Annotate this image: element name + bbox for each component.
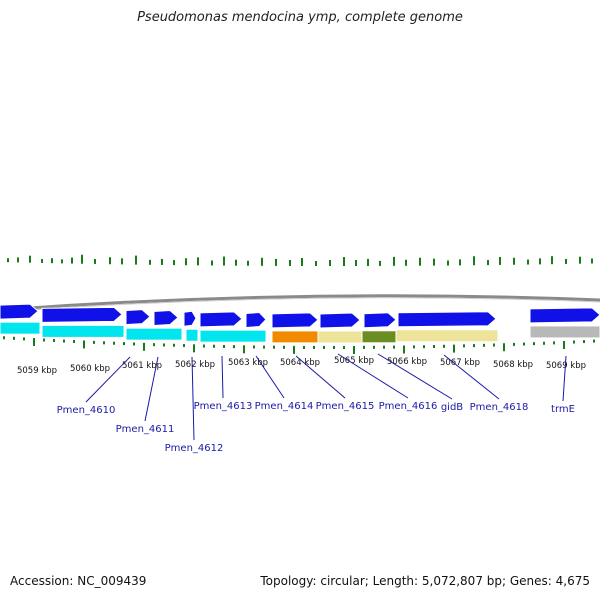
kbp-label: 5067 kbp <box>440 358 480 368</box>
reverse-strand-feature <box>529 325 600 339</box>
gene-leader-line <box>144 356 159 422</box>
gene-label: Pmen_4612 <box>165 443 224 454</box>
reverse-strand-feature <box>271 330 319 344</box>
gene-label: Pmen_4613 <box>194 401 253 412</box>
kbp-tick-marks <box>3 336 595 354</box>
gene-leader-line <box>85 356 131 403</box>
gene-label: Pmen_4615 <box>316 401 375 412</box>
genome-summary: Topology: circular; Length: 5,072,807 bp… <box>260 574 590 588</box>
forward-gene-arrow <box>125 309 151 326</box>
gene-leader-line <box>255 355 285 399</box>
gene-leader-line <box>377 353 453 400</box>
gene-label: Pmen_4618 <box>470 402 529 413</box>
forward-gene-arrow <box>397 311 497 328</box>
forward-gene-arrow <box>183 310 197 327</box>
reverse-strand-feature <box>317 330 363 344</box>
gene-label: Pmen_4610 <box>57 405 116 416</box>
kbp-label: 5062 kbp <box>175 360 215 370</box>
reverse-strand-feature <box>0 321 41 335</box>
forward-gene-arrow <box>199 311 243 328</box>
gene-label: gidB <box>441 402 463 413</box>
gene-leader-line <box>337 353 409 399</box>
kbp-label: 5063 kbp <box>228 358 268 368</box>
kbp-label: 5066 kbp <box>387 357 427 367</box>
reverse-strand-feature <box>125 327 183 341</box>
kbp-label: 5064 kbp <box>280 358 320 368</box>
kbp-label: 5060 kbp <box>70 364 110 374</box>
accession-label: Accession: NC_009439 <box>10 574 147 588</box>
reverse-strand-feature <box>199 329 267 343</box>
kbp-label: 5068 kbp <box>493 360 533 370</box>
gene-label: Pmen_4614 <box>255 401 314 412</box>
gene-label: Pmen_4611 <box>116 424 175 435</box>
kbp-labels: 5059 kbp 5060 kbp 5061 kbp 5062 kbp 5063 kbp… <box>17 356 586 376</box>
reverse-strand-track <box>0 321 600 344</box>
forward-gene-arrow <box>363 312 397 329</box>
page-title: Pseudomonas mendocina ymp, complete geno… <box>137 10 463 25</box>
gene-leader-line <box>295 355 346 399</box>
gene-label: trmE <box>551 404 575 415</box>
forward-gene-arrow <box>245 311 267 329</box>
kbp-label: 5069 kbp <box>546 361 586 371</box>
kbp-label: 5065 kbp <box>334 356 374 366</box>
gene-leader-line <box>191 356 195 441</box>
forward-gene-arrow <box>41 306 123 323</box>
forward-strand-track <box>0 303 600 329</box>
gene-leader-line <box>562 355 567 402</box>
reverse-strand-feature <box>41 324 125 338</box>
gene-label: Pmen_4616 <box>379 401 438 412</box>
kbp-label: 5061 kbp <box>122 361 162 371</box>
forward-gene-arrow <box>153 310 179 327</box>
backbone-inner <box>0 297 600 313</box>
reverse-strand-feature <box>185 328 199 342</box>
forward-gene-arrow <box>529 307 600 324</box>
gene-leader-line <box>221 355 224 399</box>
reverse-strand-feature <box>395 329 499 343</box>
forward-gene-arrow <box>271 312 319 329</box>
backbone-outer <box>0 294 600 312</box>
reverse-strand-feature <box>361 330 397 344</box>
kbp-label: 5059 kbp <box>17 366 57 376</box>
gc-content-marks <box>7 254 593 266</box>
gene-leader-line <box>443 354 500 400</box>
forward-gene-arrow <box>0 303 39 320</box>
forward-gene-arrow <box>319 312 361 329</box>
